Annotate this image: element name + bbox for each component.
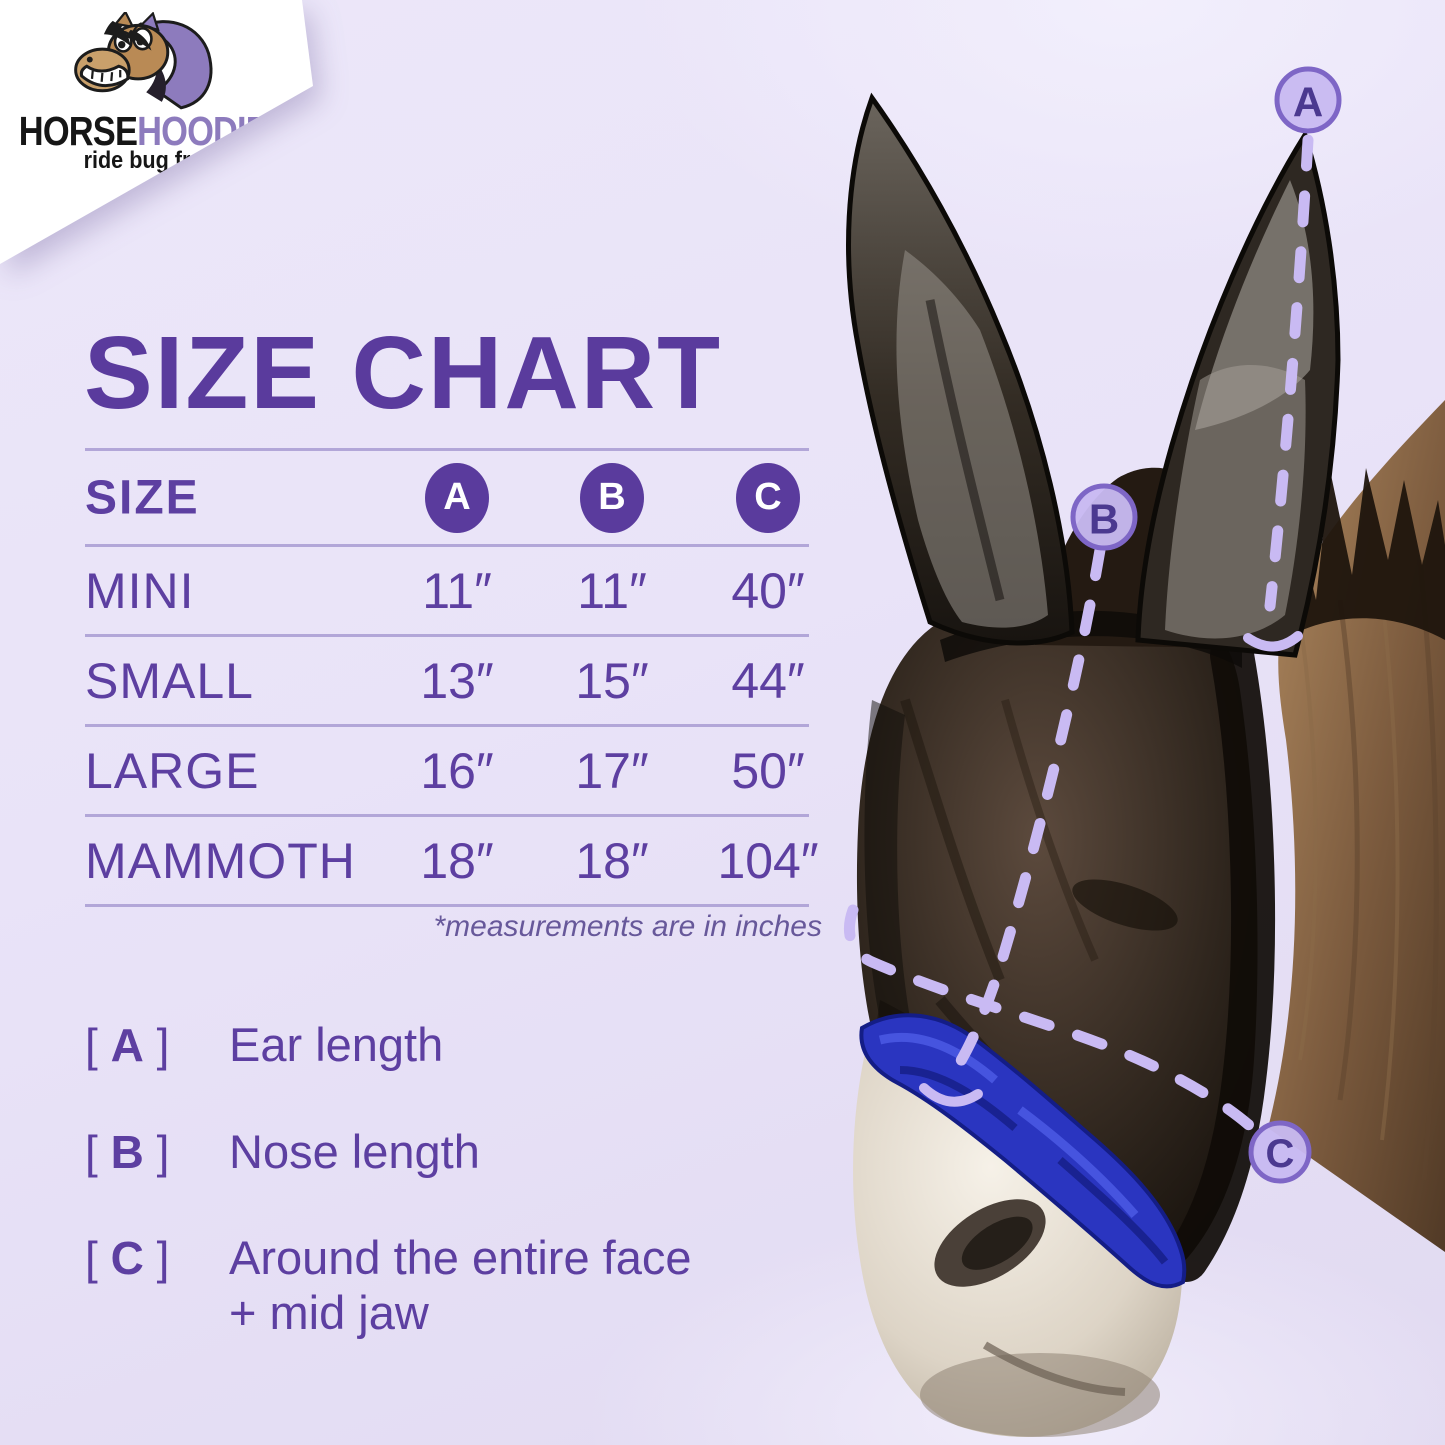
table-header-row: SIZE A B C <box>85 451 809 547</box>
pupil <box>118 40 126 49</box>
legend-key-a: [ A ] <box>85 1018 193 1072</box>
legend-item-a: [ A ] Ear length <box>85 1018 691 1073</box>
noseband-highlight <box>878 1032 1139 1218</box>
page-title: SIZE CHART <box>84 315 722 430</box>
marker-circle-b: B <box>1070 483 1138 551</box>
size-chart-table: SIZE A B C MINI 11″ 11″ 40″ SMALL 13″ 15… <box>85 448 819 907</box>
legend-item-c: [ C ] Around the entire face + mid jaw <box>85 1231 691 1340</box>
bracket-open: [ <box>85 1125 111 1178</box>
measurement-line-b <box>942 544 1106 1086</box>
bracket-close: ] <box>143 1019 170 1071</box>
bracket-open: [ <box>85 1019 111 1071</box>
value-a: 16″ <box>420 742 494 799</box>
nostril-dot <box>86 56 93 63</box>
table-row-small: SMALL 13″ 15″ 44″ <box>85 637 809 727</box>
brand-card: HORSEHOODIES ride bug free <box>0 0 342 282</box>
brand-tagline: ride bug free <box>83 147 215 174</box>
measurement-line-a <box>1264 134 1314 612</box>
marker-letter-b: B <box>1089 496 1119 543</box>
table-row-mini: MINI 11″ 11″ 40″ <box>85 547 809 637</box>
marker-circle-c: C <box>1248 1120 1312 1184</box>
right-ear-membrane <box>1165 365 1306 639</box>
legend-letter: B <box>110 1125 144 1178</box>
legend-letter: A <box>110 1019 144 1071</box>
value-a: 18″ <box>420 832 494 889</box>
legend-letter: C <box>110 1232 144 1285</box>
forelock <box>124 29 152 51</box>
mask-edge-band <box>1164 633 1276 1282</box>
chin-shading <box>920 1353 1160 1437</box>
forelock <box>103 20 131 47</box>
mesh-folds <box>900 698 1005 982</box>
measurement-cap-a <box>1243 631 1303 652</box>
value-b: 15″ <box>575 652 649 709</box>
value-c: 104″ <box>717 832 819 889</box>
bracket-open: [ <box>85 1232 111 1285</box>
eye-shadow <box>1072 879 1178 931</box>
marker-circle-a: A <box>1274 66 1342 134</box>
column-badge-b: B <box>580 462 644 533</box>
size-column-header: SIZE <box>85 471 200 524</box>
nostril <box>934 1199 1046 1287</box>
measurements-note: *measurements are in inches <box>433 910 822 943</box>
noseband-shadow <box>899 1066 1169 1265</box>
fur-texture <box>1337 559 1439 1181</box>
legend-label-c: Around the entire face + mid jaw <box>229 1231 691 1340</box>
teeth-lines <box>90 69 122 82</box>
column-badge-c: C <box>736 462 800 533</box>
left-ear-membrane <box>896 250 1048 628</box>
size-label: MINI <box>85 562 195 619</box>
legend-label-a: Ear length <box>229 1018 444 1071</box>
value-a: 11″ <box>422 562 492 619</box>
value-b: 18″ <box>575 832 649 889</box>
mesh-folds <box>1001 698 1099 962</box>
legend-label-c-line1: Around the entire face <box>229 1231 692 1285</box>
bracket-close: ] <box>143 1125 170 1178</box>
measurement-line-c <box>843 904 1256 1132</box>
marker-letter-a: A <box>1293 79 1323 126</box>
mouth-line <box>982 1341 1126 1396</box>
right-ear-membrane <box>1195 180 1314 430</box>
mane <box>1282 468 1445 640</box>
table-row-mammoth: MAMMOTH 18″ 18″ 104″ <box>85 817 819 907</box>
size-label: MAMMOTH <box>85 832 356 889</box>
measurement-overlay: A B C <box>843 66 1342 1184</box>
brand-name-horse: HORSE <box>18 108 138 154</box>
measurement-legend: [ A ] Ear length [ B ] Nose length [ C ]… <box>85 1018 691 1392</box>
hood-shadow <box>146 64 166 102</box>
left-ear-streak <box>925 299 1005 602</box>
value-c: 44″ <box>731 652 805 709</box>
legend-label-c-line2: + mid jaw <box>229 1285 429 1339</box>
legend-key-b: [ B ] <box>85 1125 193 1179</box>
table-row-large: LARGE 16″ 17″ 50″ <box>85 727 809 817</box>
size-label: LARGE <box>85 742 260 799</box>
value-c: 50″ <box>731 742 805 799</box>
value-a: 13″ <box>420 652 494 709</box>
fur-texture <box>1298 579 1400 1141</box>
value-b: 11″ <box>577 562 647 619</box>
donkey-photo <box>846 92 1445 1437</box>
brand-logo-horse-mascot <box>74 12 213 110</box>
legend-item-b: [ B ] Nose length <box>85 1125 691 1180</box>
marker-letter-c: C <box>1266 1132 1295 1176</box>
legend-key-c: [ C ] <box>85 1231 193 1285</box>
legend-label-b: Nose length <box>229 1124 480 1178</box>
size-label: SMALL <box>85 652 254 709</box>
column-badge-a: A <box>425 462 489 533</box>
bracket-close: ] <box>143 1232 170 1285</box>
value-c: 40″ <box>731 562 805 619</box>
measurement-cap-b <box>919 1083 983 1107</box>
horse-ear <box>113 12 135 29</box>
value-b: 17″ <box>575 742 649 799</box>
